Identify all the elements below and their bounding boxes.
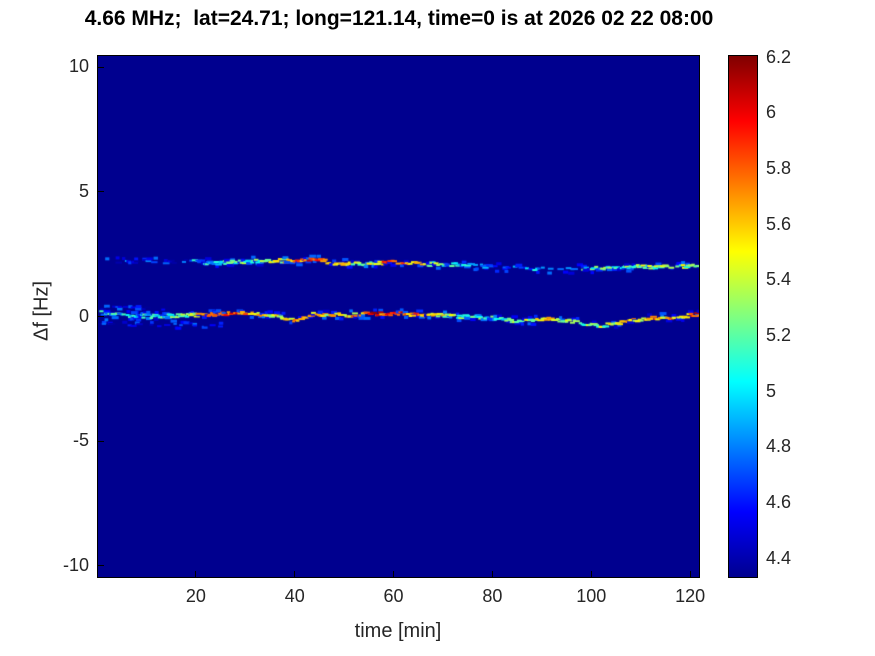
y-tick-mark <box>98 316 104 317</box>
x-tick-label: 60 <box>383 586 404 606</box>
y-tick-label: -5 <box>72 430 89 451</box>
x-tick-mark <box>294 571 296 577</box>
colorbar-tick-label: 5 <box>766 380 777 401</box>
x-tick-label: 20 <box>185 586 206 606</box>
y-tick-label: -10 <box>62 554 89 575</box>
colorbar-tick-label: 5.6 <box>766 213 792 234</box>
colorbar-tick-label: 5.4 <box>766 269 792 290</box>
colorbar-tick-label: 5.8 <box>766 158 792 179</box>
y-tick-label: 10 <box>68 56 89 77</box>
y-tick-mark <box>98 191 104 193</box>
x-tick-mark <box>195 571 197 577</box>
x-tick-mark <box>590 571 592 577</box>
y-tick-label: 0 <box>78 305 89 326</box>
x-axis-label: time [min] <box>354 620 442 642</box>
y-axis-label: Δf [Hz] <box>30 280 53 342</box>
colorbar <box>728 55 758 578</box>
x-tick-mark <box>491 571 493 577</box>
colorbar-tick-label: 4.8 <box>766 436 792 457</box>
x-tick-label: 120 <box>675 586 706 606</box>
colorbar-tick-label: 6.2 <box>766 46 792 67</box>
colorbar-tick-label: 5.2 <box>766 324 792 345</box>
x-tick-label: 80 <box>482 586 503 606</box>
colorbar-tick-label: 4.6 <box>766 491 792 512</box>
colorbar-tick-label: 4.4 <box>766 547 792 568</box>
y-tick-mark <box>98 66 104 68</box>
y-tick-label: 5 <box>78 180 89 201</box>
chart-title: 4.66 MHz; lat=24.71; long=121.14, time=0… <box>84 7 714 30</box>
x-tick-label: 40 <box>284 586 305 606</box>
x-tick-mark <box>689 571 691 577</box>
y-tick-mark <box>98 565 104 567</box>
spectrogram-canvas <box>97 55 700 578</box>
y-tick-mark <box>98 440 104 442</box>
x-tick-label: 100 <box>576 586 607 606</box>
colorbar-tick-label: 6 <box>766 102 777 123</box>
x-tick-mark <box>393 571 395 577</box>
